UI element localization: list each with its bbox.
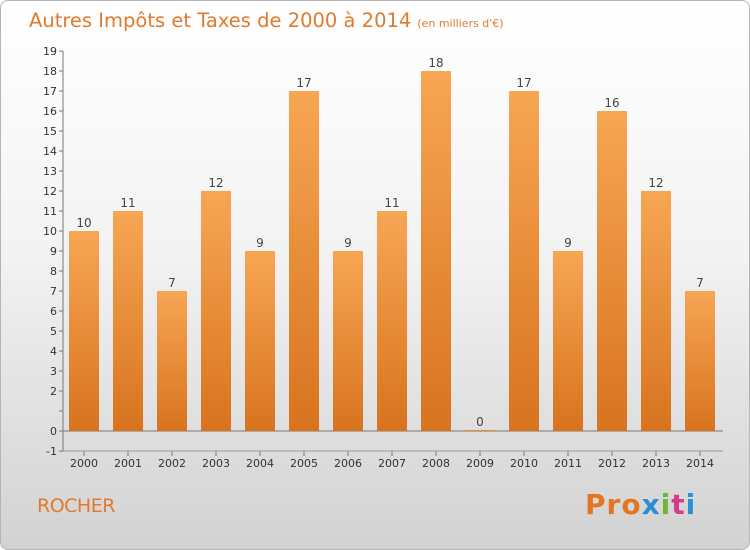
logo-part-2: x — [641, 488, 661, 521]
logo-part-4: t — [671, 488, 686, 521]
data-label-2008: 18 — [428, 56, 443, 70]
proxiti-logo: Proxiti — [585, 488, 696, 521]
x-tick-label-2008: 2008 — [422, 457, 450, 470]
bar-2005 — [289, 91, 319, 431]
y-tick-label: 17 — [43, 85, 57, 98]
x-tick-label-2009: 2009 — [466, 457, 494, 470]
data-label-2014: 7 — [696, 276, 704, 290]
y-tick-label: 6 — [50, 305, 57, 318]
data-label-2000: 10 — [76, 216, 91, 230]
bar-2003 — [201, 191, 231, 431]
x-tick-label-2005: 2005 — [290, 457, 318, 470]
y-tick-label: 7 — [50, 285, 57, 298]
bar-2001 — [113, 211, 143, 431]
bar-2013 — [641, 191, 671, 431]
x-tick-label-2011: 2011 — [554, 457, 582, 470]
bar-2012 — [597, 111, 627, 431]
data-label-2002: 7 — [168, 276, 176, 290]
y-tick-label: -1 — [46, 445, 57, 458]
chart-unit: (en milliers d'€) — [417, 17, 504, 30]
commune-name: ROCHER — [37, 495, 115, 517]
y-tick-label: 4 — [50, 345, 57, 358]
x-tick-label-2012: 2012 — [598, 457, 626, 470]
bar-2002 — [157, 291, 187, 431]
x-tick-label-2013: 2013 — [642, 457, 670, 470]
logo-part-3: i — [660, 488, 672, 521]
data-label-2003: 12 — [208, 176, 223, 190]
logo-part-5: i — [685, 488, 697, 521]
x-tick-label-2007: 2007 — [378, 457, 406, 470]
data-label-2001: 11 — [120, 196, 135, 210]
y-tick-label: 5 — [50, 325, 57, 338]
y-tick-label: 8 — [50, 265, 57, 278]
bar-2006 — [333, 251, 363, 431]
bar-2014 — [685, 291, 715, 431]
y-tick-label: 19 — [43, 45, 57, 58]
chart-title-text: Autres Impôts et Taxes de 2000 à 2014 — [29, 9, 412, 32]
data-label-2011: 9 — [564, 236, 572, 250]
data-label-2006: 9 — [344, 236, 352, 250]
data-label-2012: 16 — [604, 96, 619, 110]
data-label-2007: 11 — [384, 196, 399, 210]
data-label-2004: 9 — [256, 236, 264, 250]
y-tick-label: 11 — [43, 205, 57, 218]
data-label-2009: 0 — [476, 415, 484, 429]
bar-2008 — [421, 71, 451, 431]
bar-2011 — [553, 251, 583, 431]
bar-2000 — [69, 231, 99, 431]
x-tick-label-2006: 2006 — [334, 457, 362, 470]
y-tick-label: 2 — [50, 385, 57, 398]
y-tick-label: 10 — [43, 225, 57, 238]
x-tick-label-2002: 2002 — [158, 457, 186, 470]
y-tick-label: 16 — [43, 105, 57, 118]
y-tick-label: 15 — [43, 125, 57, 138]
data-label-2010: 17 — [516, 76, 531, 90]
y-tick-label: 13 — [43, 165, 57, 178]
x-tick-label-2004: 2004 — [246, 457, 274, 470]
bar-2010 — [509, 91, 539, 431]
y-tick-label: 18 — [43, 65, 57, 78]
x-tick-label-2014: 2014 — [686, 457, 714, 470]
x-tick-label-2010: 2010 — [510, 457, 538, 470]
x-tick-label-2003: 2003 — [202, 457, 230, 470]
chart-title: Autres Impôts et Taxes de 2000 à 2014 (en… — [29, 9, 504, 32]
bar-2007 — [377, 211, 407, 431]
y-tick-label: 3 — [50, 365, 57, 378]
bar-2004 — [245, 251, 275, 431]
y-tick-label: 12 — [43, 185, 57, 198]
y-tick-label: 9 — [50, 245, 57, 258]
x-tick-label-2001: 2001 — [114, 457, 142, 470]
x-tick-label-2000: 2000 — [70, 457, 98, 470]
y-tick-label: 0 — [50, 425, 57, 438]
y-tick-label: 14 — [43, 145, 57, 158]
logo-part-1: Pro — [585, 488, 642, 521]
data-label-2013: 12 — [648, 176, 663, 190]
data-label-2005: 17 — [296, 76, 311, 90]
bar-2009 — [465, 430, 495, 431]
